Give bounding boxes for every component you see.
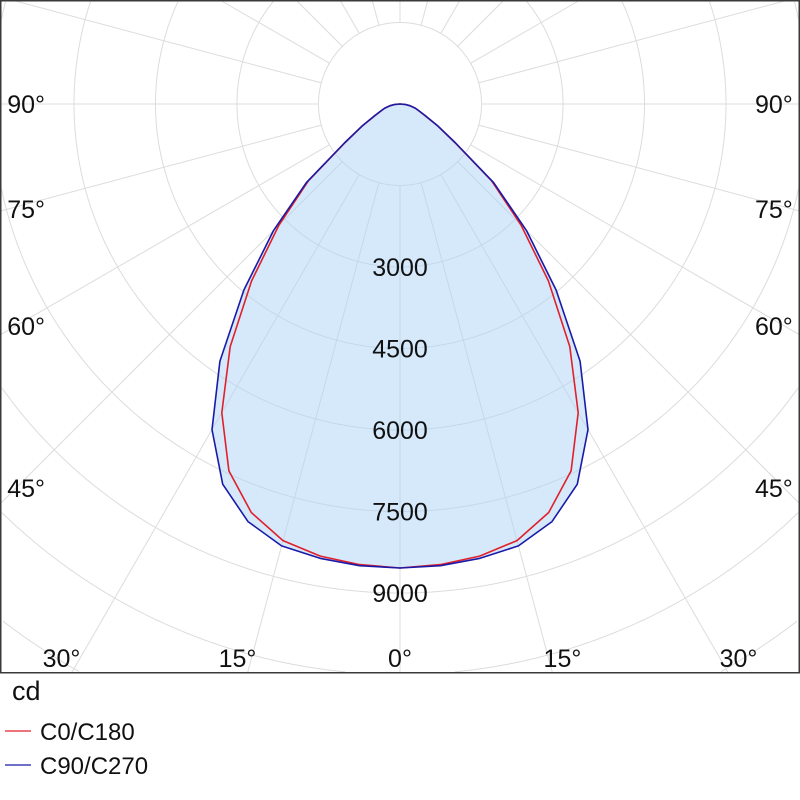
- plot-area: 3000 4500 6000 7500 9000 90° 75° 60° 45° 30° 15° 0…: [0, 0, 800, 673]
- grid-radial-line: [296, 0, 343, 47]
- legend-label-c90-c270: C90/C270: [40, 753, 148, 780]
- grid-radial-line: [420, 0, 429, 26]
- angle-tick-labels: 90° 75° 60° 45° 30° 15° 0° 15° 30° 45° 60° 75° 90°: [7, 91, 793, 673]
- grid-circle: [794, 1, 800, 22]
- grid-circle: [454, 512, 799, 673]
- legend-item-c90-c270: C90/C270: [5, 753, 148, 780]
- angle-tick-label: 90°: [7, 91, 45, 119]
- legend-item-c0-c180: C0/C180: [5, 719, 135, 746]
- radial-tick-labels: 3000 4500 6000 7500 9000: [372, 254, 428, 608]
- grid-radial-line: [0, 144, 330, 335]
- grid-radial-line: [478, 0, 785, 84]
- distribution-fill: [212, 104, 588, 568]
- angle-tick-label: 90°: [755, 91, 793, 119]
- angle-tick-label: 45°: [755, 475, 793, 503]
- grid-circle: [1, 512, 346, 673]
- grid-radial-line: [340, 0, 360, 34]
- grid-circle: [0, 1, 6, 22]
- radial-tick-label: 7500: [372, 499, 428, 527]
- distribution-curves: [211, 103, 589, 569]
- grid-radial-line: [0, 124, 322, 212]
- series-curve-c90-c270: [211, 103, 589, 569]
- angle-tick-label: 75°: [755, 196, 793, 224]
- grid-radial-line: [221, 0, 330, 64]
- grid-radial-line: [15, 0, 322, 84]
- angle-tick-label: 60°: [7, 313, 45, 341]
- angle-tick-label: 30°: [720, 645, 758, 673]
- angle-tick-label: 0°: [388, 645, 412, 673]
- radial-tick-label: 3000: [372, 254, 428, 282]
- grid-radial-line: [478, 124, 800, 212]
- legend-label-c0-c180: C0/C180: [40, 719, 135, 746]
- grid-radial-line: [470, 144, 800, 335]
- angle-tick-label: 75°: [7, 196, 45, 224]
- radial-tick-label: 6000: [372, 417, 428, 445]
- grid-radial-line: [470, 0, 579, 64]
- grid-radial-line: [371, 0, 380, 26]
- angle-tick-label: 45°: [7, 475, 45, 503]
- unit-label: cd: [12, 676, 41, 706]
- grid-radial-line: [440, 0, 460, 34]
- grid-circle: [2, 620, 80, 672]
- angle-tick-label: 15°: [544, 645, 582, 673]
- distribution-fill-area: [212, 104, 588, 568]
- grid-circle: [720, 620, 798, 672]
- radial-tick-label: 4500: [372, 336, 428, 364]
- radial-tick-label: 9000: [372, 580, 428, 608]
- grid-radial-line: [457, 0, 504, 47]
- legend: C0/C180 C90/C270: [5, 719, 148, 780]
- angle-tick-label: 15°: [219, 645, 257, 673]
- angle-tick-label: 30°: [43, 645, 81, 673]
- plot-frame: [0, 0, 800, 674]
- angle-tick-label: 60°: [755, 313, 793, 341]
